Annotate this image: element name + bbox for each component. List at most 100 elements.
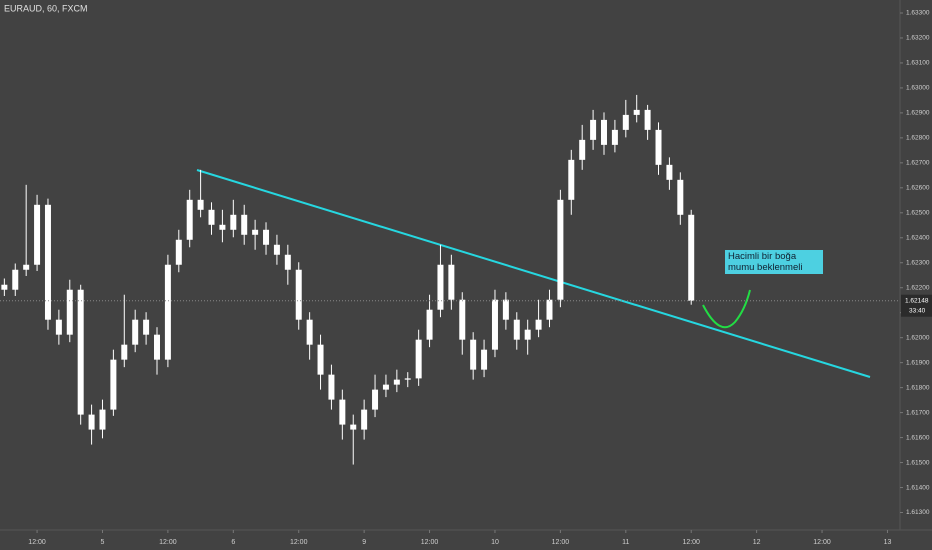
candle-body <box>328 374 335 400</box>
x-tick-label: 12:00 <box>552 539 570 546</box>
candle-body <box>66 289 73 335</box>
x-tick-label: 12 <box>753 539 761 546</box>
candle-body <box>306 319 313 345</box>
y-tick-label: 1.61900 <box>906 359 930 366</box>
symbol-title: EURAUD, 60, FXCM <box>4 3 88 13</box>
last-price-label: 1.62148 <box>905 297 929 304</box>
candle-body <box>263 229 270 245</box>
candle-body <box>644 109 651 130</box>
candle-body <box>230 214 237 230</box>
candle-body <box>622 114 629 130</box>
candle-body <box>546 299 553 320</box>
y-tick-label: 1.61600 <box>906 434 930 441</box>
candle-body <box>448 264 455 300</box>
candle-body <box>273 244 280 255</box>
candle-body <box>132 319 139 345</box>
y-tick-label: 1.61300 <box>906 509 930 516</box>
x-tick-label: 12:00 <box>159 539 177 546</box>
candle-body <box>611 129 618 145</box>
candle-body <box>568 159 575 200</box>
candle-body <box>12 269 19 290</box>
candle-body <box>1 284 8 290</box>
curve-drawing <box>702 289 751 329</box>
candle-body <box>186 199 193 240</box>
candle-body <box>219 224 226 230</box>
candle-body <box>481 349 488 370</box>
candle-body <box>535 319 542 330</box>
candle-body <box>382 384 389 390</box>
y-tick-label: 1.62400 <box>906 234 930 241</box>
x-tick-label: 12:00 <box>290 539 308 546</box>
candle-body <box>470 339 477 370</box>
y-tick-label: 1.62700 <box>906 160 930 167</box>
x-tick-label: 5 <box>101 539 105 546</box>
candle-body <box>372 389 379 410</box>
candle-body <box>34 204 41 265</box>
x-tick-label: 12:00 <box>682 539 700 546</box>
candle-body <box>426 309 433 340</box>
x-tick-label: 12:00 <box>813 539 831 546</box>
y-tick-label: 1.63300 <box>906 10 930 17</box>
candle-body <box>110 359 117 410</box>
candle-body <box>197 199 204 210</box>
y-tick-label: 1.63000 <box>906 85 930 92</box>
y-tick-label: 1.61400 <box>906 484 930 491</box>
candle-body <box>252 229 259 235</box>
y-tick-label: 1.61700 <box>906 409 930 416</box>
y-tick-label: 1.62200 <box>906 284 930 291</box>
candle-body <box>317 344 324 375</box>
candle-body <box>666 164 673 180</box>
x-tick-label: 13 <box>884 539 892 546</box>
x-tick-label: 11 <box>622 539 629 546</box>
candle-body <box>164 264 171 360</box>
countdown-label: 33:40 <box>909 307 926 314</box>
last-price-box <box>901 294 932 317</box>
candle-body <box>655 129 662 165</box>
candle-body <box>491 299 498 350</box>
candle-body <box>350 424 357 430</box>
candle-body <box>524 329 531 340</box>
candle-body <box>557 199 564 300</box>
candle-body <box>44 204 51 320</box>
y-tick-label: 1.63200 <box>906 35 930 42</box>
y-tick-label: 1.62600 <box>906 185 930 192</box>
candle-body <box>393 379 400 385</box>
x-tick-label: 9 <box>362 539 366 546</box>
candle-body <box>600 119 607 145</box>
candle-body <box>404 378 411 380</box>
candle-body <box>437 264 444 310</box>
y-tick-label: 1.61800 <box>906 384 930 391</box>
candle-body <box>77 289 84 415</box>
candle-body <box>99 409 106 430</box>
candle-body <box>579 139 586 160</box>
candle-body <box>88 414 95 430</box>
candle-body <box>241 214 248 235</box>
candle-body <box>295 269 302 320</box>
candle-body <box>175 239 182 265</box>
candle-body <box>23 264 30 270</box>
y-tick-label: 1.61500 <box>906 459 930 466</box>
x-tick-label: 10 <box>491 539 499 546</box>
trend-line <box>196 169 871 378</box>
x-tick-label: 6 <box>231 539 235 546</box>
candle-body <box>284 254 291 270</box>
candle-body <box>459 299 466 340</box>
candle-body <box>502 299 509 320</box>
y-tick-label: 1.62300 <box>906 259 930 266</box>
candle-body <box>153 334 160 360</box>
candle-body <box>55 319 62 335</box>
x-tick-label: 12:00 <box>421 539 439 546</box>
candle-body <box>143 319 150 335</box>
candle-body <box>339 399 346 425</box>
candle-body <box>590 119 597 140</box>
candle-body <box>208 209 215 225</box>
candle-body <box>688 214 695 301</box>
x-tick-label: 12:00 <box>28 539 46 546</box>
candle-body <box>633 109 640 115</box>
y-tick-label: 1.62800 <box>906 135 930 142</box>
candle-body <box>415 339 422 379</box>
candle-body <box>513 319 520 340</box>
